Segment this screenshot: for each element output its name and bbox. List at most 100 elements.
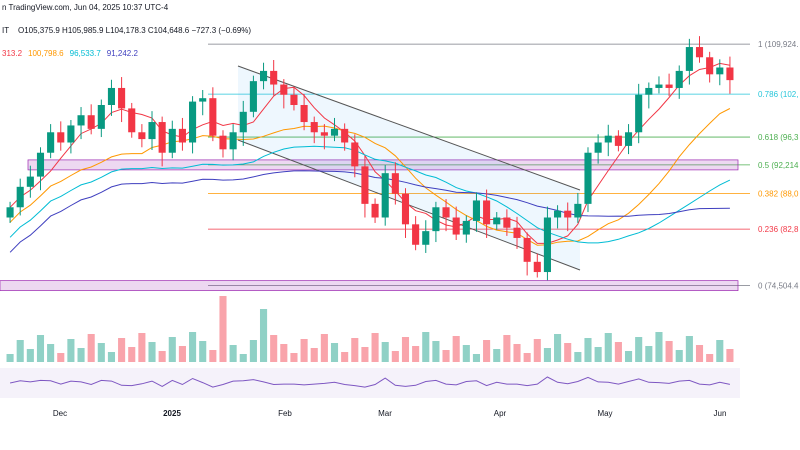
volume-bar-47 [483,340,491,362]
volume-bar-43 [442,350,450,362]
volume-bar-29 [300,339,308,362]
x-tick-4: Apr [494,409,507,418]
zone-0 [0,280,739,292]
candle-21 [219,135,227,150]
candle-62 [635,94,643,133]
candle-67 [685,47,693,71]
candle-34 [351,142,359,167]
volume-bar-50 [513,344,521,362]
volume-bar-53 [543,348,551,362]
volume-bar-49 [503,335,511,362]
volume-bar-26 [270,335,278,362]
candle-42 [432,207,440,232]
candle-63 [645,87,653,95]
candle-16 [168,128,176,153]
candle-61 [624,132,633,146]
candle-33 [341,128,349,143]
volume-bar-32 [330,343,339,362]
ma-values-row: 313.2 100,798.6 96,533.7 91,242.2 [2,49,138,58]
candle-35 [361,166,369,204]
volume-bar-46 [472,354,481,362]
candle-47 [483,200,491,225]
volume-bar-12 [128,347,136,362]
volume-bar-6 [67,339,75,362]
candle-70 [716,67,724,75]
fib-label-1: 1 (109,924. [758,40,798,49]
volume-bar-36 [371,333,379,362]
candle-46 [472,200,481,221]
candle-19 [199,98,207,102]
channel-top [237,65,581,191]
volume-bar-44 [452,336,460,362]
candle-30 [310,122,318,133]
candle-4 [47,132,55,153]
candle-52 [533,261,541,273]
volume-bar-8 [87,334,95,362]
volume-bar-39 [401,337,410,362]
volume-bar-52 [533,339,541,362]
candle-39 [401,193,410,225]
candle-31 [320,132,328,136]
volume-bar-59 [604,333,612,362]
candle-60 [614,135,622,146]
volume-bar-0 [6,354,14,362]
candle-56 [574,203,582,218]
volume-bar-57 [584,338,592,362]
volume-bar-55 [564,343,572,362]
volume-bar-56 [574,352,582,362]
candle-29 [300,105,308,123]
rsi-band [0,368,740,398]
x-tick-2: Feb [278,409,292,418]
candle-22 [229,132,237,150]
candle-40 [412,224,420,245]
candle-23 [239,111,247,133]
candle-44 [452,217,460,235]
volume-bar-42 [432,341,440,362]
candle-45 [462,220,470,235]
candle-20 [209,98,217,136]
volume-bar-48 [493,349,501,362]
volume-bar-5 [57,353,65,362]
candle-38 [391,173,399,194]
candle-54 [554,210,562,218]
candle-68 [695,47,704,58]
volume-bar-63 [645,346,653,362]
support-zones [0,159,739,292]
volume-bar-67 [685,336,693,362]
candle-64 [655,84,663,88]
candle-43 [442,207,450,218]
rsi-panel [0,368,740,398]
candle-50 [513,227,521,238]
candle-53 [543,217,551,273]
volume-bar-51 [523,353,531,362]
candle-7 [77,115,85,126]
ma-value-1: 100,798.6 [28,49,64,58]
candle-58 [594,142,602,153]
zone-0.5 [27,159,739,171]
candle-14 [148,122,156,140]
candle-48 [493,217,501,225]
fib-label-0.5: 0.5 (92,214 [758,161,799,170]
x-axis: Dec 2025 Feb Mar Apr May Jun [53,409,727,418]
ohlc-readout: O105,375.9 H105,985.9 L104,178.3 C104,64… [18,26,251,35]
candle-65 [665,84,673,88]
volume-bar-34 [351,338,359,362]
candle-25 [259,70,268,82]
ma-line-3 [9,170,730,253]
volume-bar-7 [77,348,85,362]
candle-26 [270,70,278,85]
candle-57 [584,152,592,204]
volume-bar-14 [148,342,156,362]
volume-bar-58 [594,347,602,362]
candle-37 [381,173,389,218]
ma-value-3: 91,242.2 [107,49,139,58]
volume-bar-62 [635,337,643,362]
fib-retracement[interactable]: 1 (109,924. 0.786 (102, 0.618 (96,3 0.5 (92… [208,40,799,291]
fib-label-0.236: 0.236 (82,8 [758,225,799,234]
volume-bar-61 [624,351,633,362]
volume-bar-69 [706,354,714,362]
candle-10 [107,87,116,105]
volume-bar-27 [280,344,288,362]
ma-line-1 [9,108,731,246]
